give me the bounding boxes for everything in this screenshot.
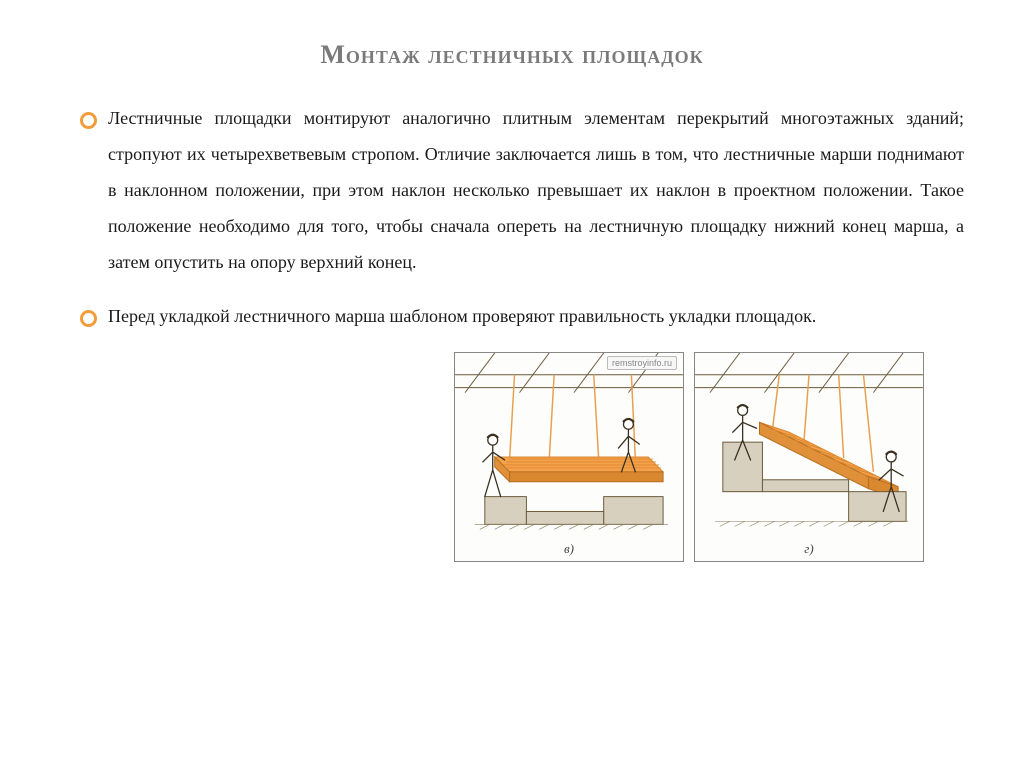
watermark-label: remstroyinfo.ru <box>607 356 677 370</box>
bullet-list: Лестничные площадки монтируют аналогично… <box>60 100 964 334</box>
figure-right-svg <box>695 353 923 561</box>
figure-right-label: г) <box>804 541 813 557</box>
list-item: Лестничные площадки монтируют аналогично… <box>80 100 964 280</box>
figure-left: remstroyinfo.ru <box>454 352 684 562</box>
list-item: Перед укладкой лестничного марша шаблоно… <box>80 298 964 334</box>
page-title: Монтаж лестничных площадок <box>60 40 964 70</box>
figures-row: remstroyinfo.ru <box>60 352 964 562</box>
figure-right: г) <box>694 352 924 562</box>
figure-left-svg <box>455 353 683 561</box>
figure-left-label: в) <box>564 541 574 557</box>
